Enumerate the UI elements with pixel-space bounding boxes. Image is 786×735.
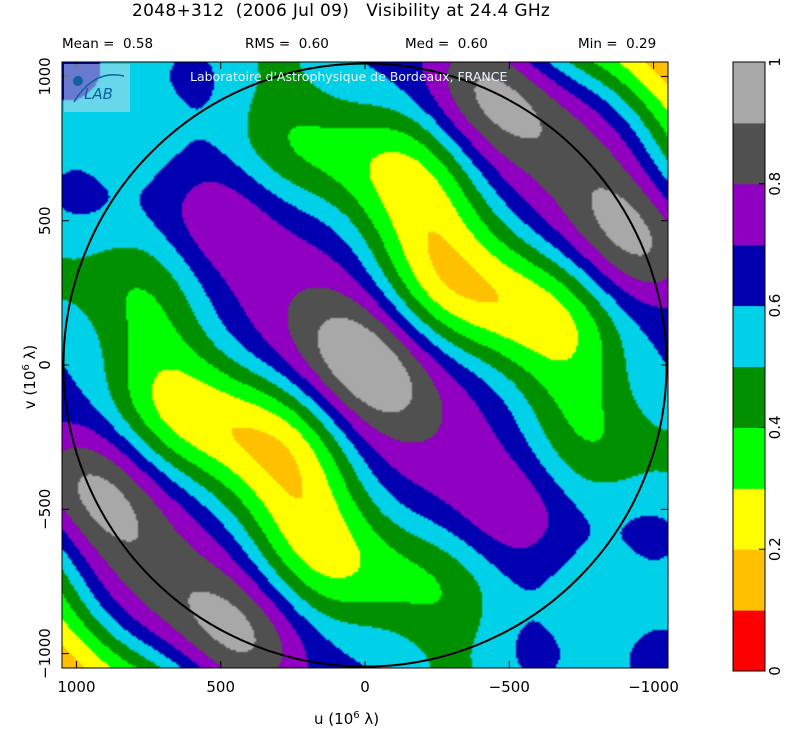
colorbar-segment (733, 488, 765, 550)
y-tick-label: 1000 (36, 57, 54, 95)
colorbar-segment (733, 549, 765, 611)
colorbar-tick-label: 0.8 (766, 172, 784, 196)
y-tick-label: −1000 (36, 628, 54, 679)
y-axis-title: v (106 λ) (21, 344, 39, 410)
colorbar-tick-label: 1 (766, 57, 784, 67)
colorbar-segment (733, 305, 765, 367)
x-tick-label: 0 (360, 678, 370, 696)
colorbar-tick-label: 0.2 (766, 537, 784, 561)
colorbar-tick-label: 0.6 (766, 294, 784, 318)
y-tick-label: 0 (36, 360, 54, 370)
lab-logo: LAB (64, 64, 130, 112)
colorbar-segment (733, 244, 765, 307)
plot-title: 2048+312 (2006 Jul 09) Visibility at 24.… (132, 1, 551, 21)
x-tick-label: −1000 (628, 678, 679, 696)
watermark-text: Laboratoire d'Astrophysique de Bordeaux,… (190, 69, 508, 84)
x-tick-label: 1000 (57, 678, 95, 696)
stat-rms: RMS = 0.60 (245, 36, 329, 52)
x-tick-label: −500 (489, 678, 530, 696)
stat-mean: Mean = 0.58 (62, 36, 154, 52)
colorbar-tick-label: 0.4 (766, 415, 784, 439)
colorbar-frame (732, 61, 766, 672)
x-axis-title: u (106 λ) (314, 710, 380, 728)
y-tick-label: −500 (36, 489, 54, 530)
colorbar-segment (733, 610, 765, 672)
colorbar-segment (733, 366, 765, 428)
y-tick-label: 500 (36, 206, 54, 235)
plot-frame (61, 61, 669, 669)
visibility-heatmap (62, 62, 668, 668)
colorbar-segment (733, 122, 765, 185)
colorbar-segment (733, 183, 765, 246)
x-tick-label: 500 (206, 678, 235, 696)
stat-min: Min = 0.29 (578, 36, 657, 52)
colorbar-tick-label: 0 (766, 666, 784, 676)
svg-text:LAB: LAB (84, 85, 113, 103)
stat-median: Med = 0.60 (405, 36, 488, 52)
colorbar-segment (733, 427, 765, 489)
colorbar-segment (733, 62, 765, 124)
